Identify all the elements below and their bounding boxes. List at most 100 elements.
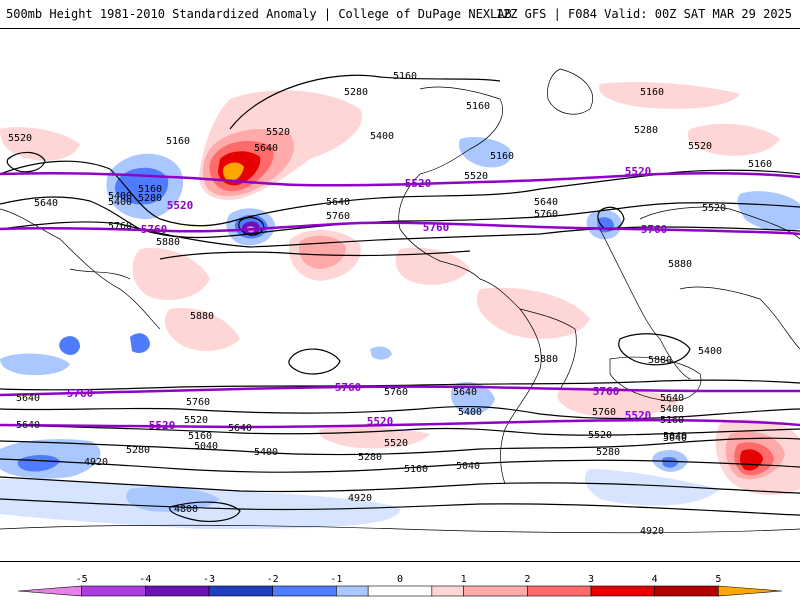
contour-label: 5400 bbox=[254, 447, 278, 458]
contour-label: 5640 bbox=[34, 198, 58, 209]
contour-label: 5280 bbox=[596, 447, 620, 458]
colorbar-segment bbox=[718, 585, 783, 597]
contour-label: 5520 bbox=[588, 430, 612, 441]
coastlines bbox=[0, 68, 800, 534]
contour-label: 5160 bbox=[188, 431, 212, 442]
contour-label: 5280 bbox=[344, 87, 368, 98]
contour-label: 5160 bbox=[393, 71, 417, 82]
colorbar-segment bbox=[431, 585, 464, 597]
contour-label-highlight: 5520 bbox=[625, 165, 652, 178]
contour-label: 5760 bbox=[534, 209, 558, 220]
colorbar-segment bbox=[654, 585, 719, 597]
negative-anomaly-shading bbox=[0, 137, 800, 529]
contour-label-highlight: 5760 bbox=[423, 221, 450, 234]
contour-label: 5400 bbox=[458, 407, 482, 418]
map-panel: 5160 5280 5160 5160 5520 5520 5640 5160 … bbox=[0, 28, 800, 562]
contour-label-highlight: 5520 bbox=[625, 409, 652, 422]
colorbar-tick-labels: -5 -4 -3 -2 -1 0 1 2 3 4 5 bbox=[76, 574, 722, 585]
contour-label-highlight: 5760 bbox=[141, 223, 168, 236]
contour-label: 5640 bbox=[326, 197, 350, 208]
contour-label: 5400 bbox=[108, 191, 132, 202]
contour-label: 5160 bbox=[660, 415, 684, 426]
contour-label: 4800 bbox=[174, 504, 198, 515]
contour-label: 5640 bbox=[16, 393, 40, 404]
contour-label-highlight: 5760 bbox=[593, 385, 620, 398]
contour-label: 5760 bbox=[384, 387, 408, 398]
contour-label: 5160 bbox=[466, 101, 490, 112]
contour-label: 5520 bbox=[184, 415, 208, 426]
contour-label: 5040 bbox=[456, 461, 480, 472]
colorbar-svg: -5 -4 -3 -2 -1 0 1 2 3 4 5 bbox=[17, 574, 783, 597]
height-contours bbox=[0, 74, 800, 522]
highlighted-contours bbox=[0, 171, 800, 429]
contour-label: 5760 bbox=[592, 407, 616, 418]
contour-label: 5640 bbox=[660, 393, 684, 404]
colorbar-segment bbox=[527, 585, 592, 597]
contour-label-highlight: 5520 bbox=[149, 419, 176, 432]
contour-label: 5520 bbox=[266, 127, 290, 138]
contour-label: 5280 bbox=[634, 125, 658, 136]
colorbar-tick-label: 3 bbox=[588, 574, 594, 585]
colorbar-tick-label: -5 bbox=[76, 574, 88, 585]
contour-label: 5520 bbox=[384, 438, 408, 449]
header: 500mb Height 1981-2010 Standardized Anom… bbox=[0, 0, 800, 28]
colorbar-segment bbox=[17, 585, 82, 597]
contour-label-highlight: 5760 bbox=[641, 223, 668, 236]
colorbar-segment bbox=[272, 585, 337, 597]
contour-label: 5160 bbox=[640, 87, 664, 98]
contour-label: 5640 bbox=[228, 423, 252, 434]
colorbar-segment bbox=[145, 585, 210, 597]
contour-label: 5760 bbox=[326, 211, 350, 222]
colorbar-tick-label: -1 bbox=[330, 574, 342, 585]
map-svg: 5160 5280 5160 5160 5520 5520 5640 5160 … bbox=[0, 68, 800, 537]
contour-label: 5040 bbox=[663, 431, 687, 442]
contour-label: 5160 bbox=[490, 151, 514, 162]
colorbar-segment bbox=[336, 585, 369, 597]
contour-label: 5160 bbox=[748, 159, 772, 170]
run-info: 12Z GFS | F084 Valid: 00Z SAT MAR 29 202… bbox=[495, 7, 792, 21]
contour-label: 5160 bbox=[404, 464, 428, 475]
contour-label-highlight: 5520 bbox=[167, 199, 194, 212]
colorbar-segment bbox=[463, 585, 528, 597]
contour-label: 5760 bbox=[108, 221, 132, 232]
contour-label: 5040 bbox=[194, 441, 218, 452]
contour-label: 5640 bbox=[16, 420, 40, 431]
contour-label-highlight: 5520 bbox=[405, 177, 432, 190]
contour-label: 5160 bbox=[166, 136, 190, 147]
contour-label: 5880 bbox=[156, 237, 180, 248]
contour-label: 5520 bbox=[8, 133, 32, 144]
contour-label: 5520 bbox=[688, 141, 712, 152]
map-title: 500mb Height 1981-2010 Standardized Anom… bbox=[6, 7, 512, 21]
colorbar-tick-label: -4 bbox=[139, 574, 151, 585]
contour-label: 5400 bbox=[370, 131, 394, 142]
contour-label: 5760 bbox=[186, 397, 210, 408]
colorbar: -5 -4 -3 -2 -1 0 1 2 3 4 5 bbox=[0, 560, 800, 600]
colorbar-tick-label: 0 bbox=[397, 574, 403, 585]
contour-label: 5280 bbox=[126, 445, 150, 456]
contour-labels-purple: 5520 5520 5520 5760 5760 5760 5760 5760 … bbox=[67, 165, 668, 432]
contour-label: 5640 bbox=[534, 197, 558, 208]
contour-label: 5160 bbox=[138, 184, 162, 195]
contour-label: 5880 bbox=[648, 355, 672, 366]
colorbar-segment bbox=[208, 585, 273, 597]
colorbar-tick-label: 5 bbox=[715, 574, 721, 585]
contour-label: 5520 bbox=[464, 171, 488, 182]
contour-label-highlight: 5760 bbox=[67, 387, 94, 400]
contour-label: 5880 bbox=[190, 311, 214, 322]
contour-label-highlight: 5520 bbox=[367, 415, 394, 428]
contour-label: 5640 bbox=[254, 143, 278, 154]
colorbar-tick-label: 4 bbox=[652, 574, 658, 585]
contour-labels-black: 5160 5280 5160 5160 5520 5520 5640 5160 … bbox=[8, 71, 772, 537]
contour-label: 5880 bbox=[668, 259, 692, 270]
contour-label: 5280 bbox=[138, 193, 162, 204]
colorbar-tick-label: -2 bbox=[267, 574, 279, 585]
colorbar-tick-label: 2 bbox=[524, 574, 530, 585]
contour-label: 4920 bbox=[84, 457, 108, 468]
contour-label: 5400 bbox=[698, 346, 722, 357]
colorbar-segment bbox=[81, 585, 146, 597]
contour-label: 4920 bbox=[640, 526, 664, 537]
contour-label: 5040 bbox=[663, 433, 687, 444]
contour-label: 5280 bbox=[358, 452, 382, 463]
contour-label-highlight: 5760 bbox=[335, 381, 362, 394]
colorbar-segments bbox=[17, 585, 783, 597]
